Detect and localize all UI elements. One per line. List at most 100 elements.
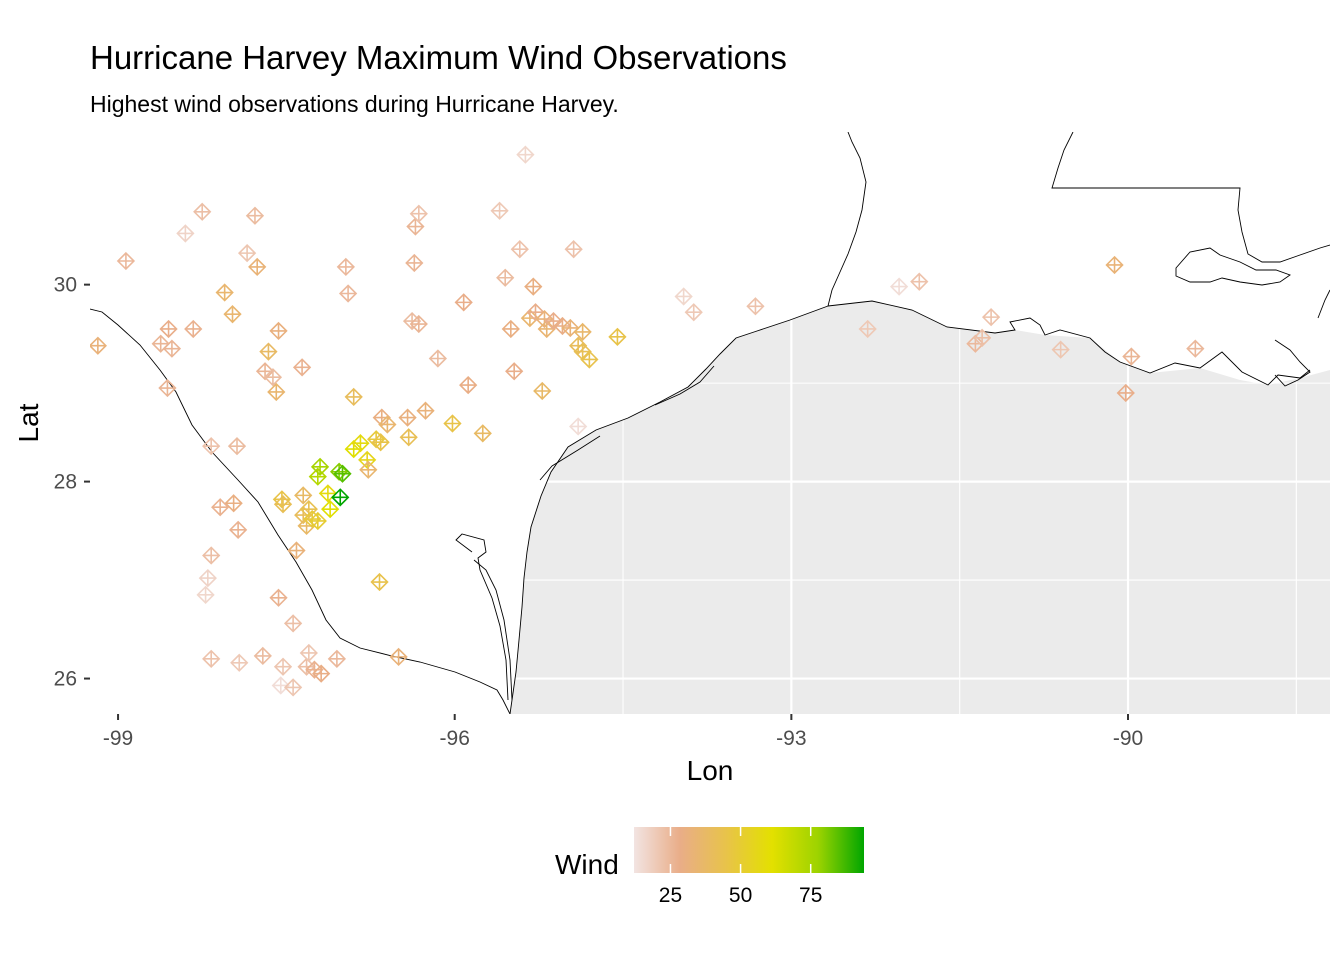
wind-observation-point (569, 417, 588, 436)
wind-observation-point (580, 350, 599, 369)
wind-observation-point (158, 378, 177, 398)
coastline-segment (509, 305, 829, 714)
wind-observation-point (287, 541, 306, 560)
coastline-segment (1175, 247, 1291, 286)
wind-observation-point (294, 486, 313, 505)
wind-observation-point (248, 257, 267, 277)
wind-observation-point (359, 460, 378, 479)
wind-observation-point (227, 437, 247, 456)
wind-observation-point (151, 334, 170, 353)
wind-observation-point (370, 572, 389, 592)
wind-observation-point (524, 277, 543, 296)
coastline-segment (827, 132, 867, 307)
coastline-segment (90, 308, 511, 714)
wind-observation-point (402, 311, 422, 331)
coastline-segment (539, 435, 601, 481)
wind-observation-point (496, 268, 515, 287)
wind-observation-point (308, 511, 327, 531)
wind-observation-point (202, 546, 221, 565)
wind-observation-point (409, 314, 428, 334)
legend-ticks: 25 50 75 (659, 827, 822, 907)
gulf-of-mexico-area (510, 301, 1330, 714)
wind-observation-point (202, 437, 221, 456)
coastline-segment (1317, 289, 1330, 319)
wind-observation-point (297, 657, 316, 676)
wind-observation-point (318, 484, 338, 503)
x-tick-label: -99 (103, 727, 133, 750)
wind-observation-point (259, 342, 278, 361)
y-tick-label: 26 (54, 668, 77, 691)
wind-observation-point (608, 327, 627, 346)
wind-observation-point (269, 321, 288, 341)
wind-observation-point (454, 293, 473, 312)
wind-observation-point (228, 520, 248, 539)
y-axis-title: Lat (13, 403, 44, 442)
wind-observation-point (406, 217, 425, 236)
wind-observation-point (358, 450, 377, 470)
wind-observation-point (292, 358, 312, 377)
legend-tick-label: 75 (799, 884, 822, 907)
wind-observation-point (333, 464, 352, 483)
wind-observation-point (237, 243, 257, 263)
wind-observation-point (416, 401, 435, 420)
wind-observation-point (176, 224, 195, 243)
wind-observation-point (308, 467, 327, 486)
wind-observation-point (327, 649, 347, 668)
wind-observation-point (263, 368, 283, 387)
wind-observation-point (273, 495, 293, 514)
wind-observation-point (1051, 340, 1070, 359)
wind-observation-point (344, 387, 363, 407)
wind-observation-point (1122, 347, 1141, 366)
wind-observation-point (310, 457, 330, 476)
wind-observation-point (501, 319, 520, 339)
y-tick-label: 28 (54, 471, 77, 494)
wind-observation-point (283, 678, 303, 697)
wind-observation-point (389, 647, 408, 667)
coastline-segment (1051, 132, 1330, 263)
coastline-segment (1274, 339, 1311, 387)
legend-title: Wind (555, 849, 619, 880)
wind-observation-point (684, 303, 703, 322)
wind-observation-point (889, 277, 909, 296)
ocean-background (510, 301, 1330, 714)
wind-observation-point (162, 339, 182, 358)
wind-observation-point (399, 428, 418, 447)
wind-observation-point (371, 433, 390, 452)
wind-observation-point (409, 204, 428, 223)
wind-observation-point (378, 415, 397, 434)
wind-observation-point (351, 434, 370, 453)
wind-observation-point (202, 649, 221, 668)
wind-observation-point (27, 353, 43, 369)
wind-observation-point (398, 408, 417, 427)
chart-title: Hurricane Harvey Maximum Wind Observatio… (90, 39, 787, 76)
wind-observation-point (505, 362, 524, 381)
x-tick-label: -96 (440, 727, 470, 750)
legend-colorbar (634, 827, 864, 873)
x-axis-title: Lon (687, 755, 734, 786)
wind-observation-point (159, 319, 178, 339)
wind-observation-point (269, 588, 288, 607)
wind-observation-point (1105, 255, 1124, 275)
wind-observation-point (273, 657, 293, 676)
coastline (90, 132, 1330, 714)
wind-observation-point (981, 308, 1001, 327)
plot-panel (27, 132, 1330, 714)
wind-observation-point (516, 145, 535, 164)
wind-observation-point (223, 305, 242, 324)
x-axis: -99 -96 -93 -90 (103, 714, 1143, 750)
legend-tick-label: 25 (659, 884, 682, 907)
coastline-segment (455, 533, 509, 701)
coastline-segment (473, 559, 513, 701)
wind-observation-point (428, 349, 448, 368)
wind-observation-point (267, 382, 286, 402)
wind-observation-point (245, 206, 265, 225)
wind-observation-point (674, 287, 693, 306)
wind-observation-point (198, 568, 217, 588)
wind-observation-point (253, 646, 272, 666)
legend-tick-label: 50 (729, 884, 752, 907)
wind-observation-point (90, 336, 107, 355)
wind-observation-point (338, 284, 358, 303)
wind-legend: Wind 25 50 75 (555, 827, 864, 907)
chart-subtitle: Highest wind observations during Hurrica… (90, 91, 619, 117)
